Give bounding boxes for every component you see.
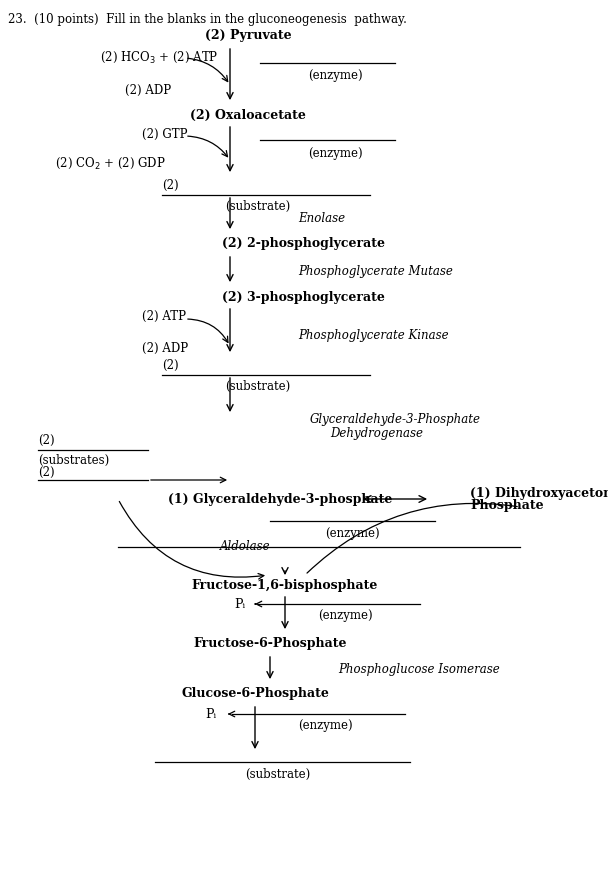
- Text: (substrate): (substrate): [226, 199, 291, 212]
- Text: (2): (2): [38, 466, 55, 478]
- Text: (2) ADP: (2) ADP: [125, 84, 171, 96]
- Text: Phosphoglucose Isomerase: Phosphoglucose Isomerase: [338, 662, 500, 676]
- Text: (2): (2): [38, 434, 55, 447]
- Text: Phosphoglycerate Mutase: Phosphoglycerate Mutase: [298, 265, 453, 278]
- Text: (2) ADP: (2) ADP: [142, 342, 188, 355]
- Text: Enolase: Enolase: [298, 212, 345, 225]
- Text: (2) 3-phosphoglycerate: (2) 3-phosphoglycerate: [222, 290, 385, 303]
- Text: (enzyme): (enzyme): [325, 526, 379, 539]
- Text: (2) GTP: (2) GTP: [142, 128, 187, 141]
- Text: Pᵢ: Pᵢ: [234, 598, 245, 611]
- Text: (2): (2): [162, 358, 179, 371]
- Text: Phosphate: Phosphate: [470, 500, 544, 512]
- Text: (2) 2-phosphoglycerate: (2) 2-phosphoglycerate: [222, 238, 385, 251]
- Text: (2) Pyruvate: (2) Pyruvate: [205, 30, 291, 43]
- Text: (2) CO$_2$ + (2) GDP: (2) CO$_2$ + (2) GDP: [55, 156, 166, 170]
- Text: (substrates): (substrates): [38, 454, 109, 467]
- Text: Pᵢ: Pᵢ: [205, 707, 216, 720]
- Text: Aldolase: Aldolase: [220, 540, 271, 553]
- Text: Glyceraldehyde-3-Phosphate: Glyceraldehyde-3-Phosphate: [310, 413, 481, 427]
- Text: Dehydrogenase: Dehydrogenase: [330, 427, 423, 440]
- Text: Fructose-6-Phosphate: Fructose-6-Phosphate: [193, 637, 347, 650]
- Text: (2) Oxaloacetate: (2) Oxaloacetate: [190, 108, 306, 121]
- Text: (substrate): (substrate): [246, 767, 311, 780]
- Text: (2) HCO$_3$ + (2) ATP: (2) HCO$_3$ + (2) ATP: [100, 50, 218, 65]
- Text: (2) ATP: (2) ATP: [142, 309, 186, 323]
- Text: (enzyme): (enzyme): [318, 609, 372, 622]
- Text: (2): (2): [162, 178, 179, 191]
- Text: Fructose-1,6-bisphosphate: Fructose-1,6-bisphosphate: [192, 579, 378, 593]
- Text: (substrate): (substrate): [226, 379, 291, 392]
- Text: (1) Dihydroxyacetone: (1) Dihydroxyacetone: [470, 487, 608, 500]
- Text: (enzyme): (enzyme): [298, 719, 352, 732]
- Text: (enzyme): (enzyme): [308, 70, 362, 82]
- Text: Phosphoglycerate Kinase: Phosphoglycerate Kinase: [298, 329, 449, 342]
- Text: (enzyme): (enzyme): [308, 147, 362, 159]
- Text: 23.  (10 points)  Fill in the blanks in the gluconeogenesis  pathway.: 23. (10 points) Fill in the blanks in th…: [8, 13, 407, 26]
- Text: Glucose-6-Phosphate: Glucose-6-Phosphate: [181, 688, 329, 700]
- Text: (1) Glyceraldehyde-3-phosphate: (1) Glyceraldehyde-3-phosphate: [168, 493, 392, 505]
